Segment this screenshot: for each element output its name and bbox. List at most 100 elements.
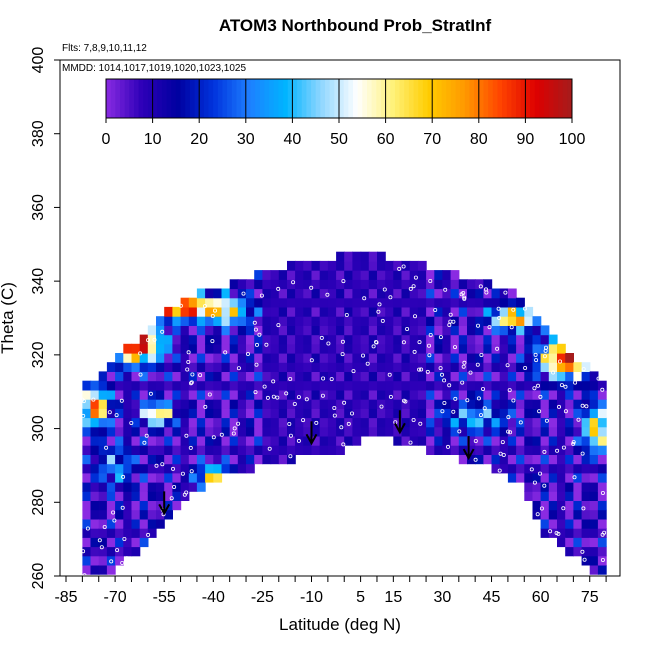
colorbar-segment [460,79,466,118]
observation-point [344,312,349,317]
heat-cell [352,297,362,308]
heat-cell [237,353,247,363]
heat-cell [172,417,182,428]
heat-cell [426,362,435,372]
heat-cell [295,362,304,372]
heat-cell [409,297,419,308]
heat-cell [483,389,493,400]
heat-cell [524,316,534,326]
heat-cell [90,454,100,465]
observation-point [408,440,413,445]
heat-cell [565,353,574,363]
heat-cell [344,399,353,409]
heat-cell [156,482,165,492]
observation-point [211,435,216,440]
heat-cell [352,288,362,299]
heat-cell [458,380,468,391]
heat-cell [139,509,149,520]
heat-cell [131,362,141,372]
heat-cell [327,297,337,308]
heat-cell [262,334,272,345]
heat-cell [82,389,92,400]
heat-cell [270,316,280,326]
heat-cell [115,362,124,372]
heat-cell [360,343,370,354]
observation-point [292,401,297,406]
heat-cell [467,279,476,290]
heat-cell [475,454,484,465]
heat-cell [205,399,214,409]
heat-cell [213,362,223,372]
heat-cell [458,316,468,326]
colorbar-segment [469,79,475,118]
colorbar-segment [231,79,237,118]
heat-cell [336,353,345,363]
heat-cell [180,334,190,345]
heat-cell [221,353,231,363]
observation-point [276,323,281,328]
heat-cell [295,380,304,391]
colorbar-segment [306,79,312,118]
heat-cell [278,306,288,317]
heat-cell [221,380,231,391]
heat-cell [377,380,386,391]
colorbar-segment [199,79,205,118]
heat-cell [172,389,182,400]
colorbar-segment [157,79,163,118]
heat-cell [205,353,214,363]
colorbar-segment [152,79,158,118]
heat-cell [557,491,566,501]
colorbar-segment [315,79,321,118]
observation-point [532,386,537,391]
heat-cell [524,472,534,483]
heat-cell [262,343,272,354]
colorbar-segment [352,79,359,118]
heat-cell [491,371,501,382]
observation-point [154,463,159,468]
heat-cell [156,371,165,382]
heat-cell [467,389,476,400]
heat-cell [417,270,427,280]
heat-cell [311,371,321,382]
heat-cell [573,399,583,409]
heat-cell [377,325,386,336]
heat-cell [565,371,574,382]
heat-cell [172,343,182,354]
heat-cell [442,399,452,409]
heat-cell [450,445,460,455]
heat-cell [434,334,444,345]
heat-cell [287,362,296,372]
heat-cell [548,334,558,345]
heat-cell [270,306,280,317]
observation-point [478,413,483,418]
heat-cell [597,454,607,465]
heat-cell [491,445,501,455]
heat-cell [597,389,607,400]
colorbar-segment [441,79,447,118]
heat-cell [573,389,583,400]
heat-cell [131,491,141,501]
heat-cell [327,435,337,446]
heat-cell [540,528,550,538]
heat-cell [417,353,427,363]
heat-cell [221,306,231,317]
colorbar-segment [520,79,526,118]
tropopause-arrows [158,410,475,516]
heat-cell [417,380,427,391]
heat-cell [475,316,484,326]
heat-cell [548,399,558,409]
heat-cell [246,426,255,437]
heat-cell [213,435,223,446]
observation-point [190,372,195,377]
observation-point [186,350,191,355]
heat-cell [327,380,337,391]
heat-cell [172,482,182,492]
heat-cell [450,362,460,372]
heat-cell [524,482,534,492]
observation-point [129,420,134,425]
heat-cell [589,546,599,557]
heat-cell [360,270,370,280]
heat-cell [483,353,493,363]
heat-cell [516,380,525,391]
heat-cell [458,297,468,308]
